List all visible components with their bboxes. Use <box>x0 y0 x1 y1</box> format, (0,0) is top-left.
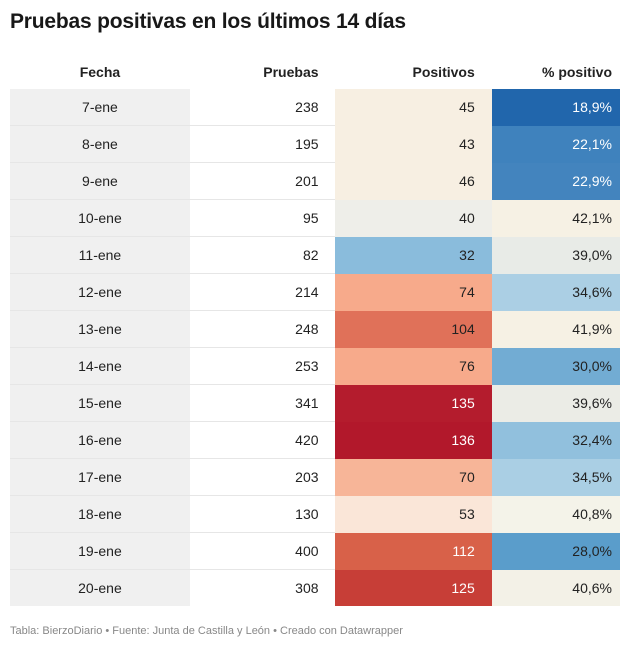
cell-porcentaje: 32,4% <box>491 421 620 459</box>
table-row: 8-ene 195 43 22,1% <box>10 125 620 163</box>
cell-porcentaje: 39,0% <box>491 236 620 274</box>
table-row: 12-ene 214 74 34,6% <box>10 273 620 311</box>
cell-fecha: 9-ene <box>10 162 190 200</box>
cell-porcentaje: 18,9% <box>491 89 620 126</box>
column-header-porcentaje[interactable]: % positivo <box>541 63 612 80</box>
column-header-pruebas[interactable]: Pruebas <box>263 63 319 80</box>
cell-positivos: 135 <box>334 384 492 422</box>
cell-pruebas: 214 <box>189 273 335 311</box>
table-row: 20-ene 308 125 40,6% <box>10 569 620 606</box>
cell-positivos: 104 <box>334 310 492 348</box>
cell-pruebas: 238 <box>189 89 335 126</box>
cell-pruebas: 400 <box>189 532 335 570</box>
table-row: 17-ene 203 70 34,5% <box>10 458 620 496</box>
table-row: 19-ene 400 112 28,0% <box>10 532 620 570</box>
cell-positivos: 32 <box>334 236 492 274</box>
table-title: Pruebas positivas en los últimos 14 días <box>10 10 406 33</box>
cell-fecha: 8-ene <box>10 125 190 163</box>
cell-porcentaje: 34,5% <box>491 458 620 496</box>
data-table: Fecha Pruebas Positivos % positivo 7-ene… <box>10 54 620 606</box>
cell-positivos: 112 <box>334 532 492 570</box>
cell-positivos: 136 <box>334 421 492 459</box>
cell-fecha: 14-ene <box>10 347 190 385</box>
cell-pruebas: 195 <box>189 125 335 163</box>
cell-porcentaje: 22,9% <box>491 162 620 200</box>
cell-porcentaje: 40,6% <box>491 569 620 606</box>
table-row: 14-ene 253 76 30,0% <box>10 347 620 385</box>
table-row: 15-ene 341 135 39,6% <box>10 384 620 422</box>
cell-positivos: 43 <box>334 125 492 163</box>
cell-positivos: 40 <box>334 199 492 237</box>
cell-porcentaje: 40,8% <box>491 495 620 533</box>
cell-pruebas: 253 <box>189 347 335 385</box>
cell-fecha: 10-ene <box>10 199 190 237</box>
source-footer: Tabla: BierzoDiario • Fuente: Junta de C… <box>10 625 403 637</box>
cell-porcentaje: 34,6% <box>491 273 620 311</box>
table-row: 16-ene 420 136 32,4% <box>10 421 620 459</box>
cell-porcentaje: 22,1% <box>491 125 620 163</box>
table-row: 7-ene 238 45 18,9% <box>10 89 620 126</box>
cell-positivos: 45 <box>334 89 492 126</box>
cell-fecha: 17-ene <box>10 458 190 496</box>
cell-fecha: 19-ene <box>10 532 190 570</box>
cell-pruebas: 95 <box>189 199 335 237</box>
cell-porcentaje: 28,0% <box>491 532 620 570</box>
table-body: 7-ene 238 45 18,9% 8-ene 195 43 22,1% 9-ene 201 46… <box>10 89 620 606</box>
cell-positivos: 125 <box>334 569 492 606</box>
cell-positivos: 53 <box>334 495 492 533</box>
cell-positivos: 70 <box>334 458 492 496</box>
table-row: 9-ene 201 46 22,9% <box>10 162 620 200</box>
cell-pruebas: 203 <box>189 458 335 496</box>
cell-positivos: 46 <box>334 162 492 200</box>
cell-fecha: 20-ene <box>10 569 190 606</box>
cell-fecha: 15-ene <box>10 384 190 422</box>
cell-pruebas: 420 <box>189 421 335 459</box>
cell-porcentaje: 42,1% <box>491 199 620 237</box>
cell-porcentaje: 39,6% <box>491 384 620 422</box>
cell-pruebas: 201 <box>189 162 335 200</box>
column-header-positivos[interactable]: Positivos <box>412 63 475 80</box>
cell-porcentaje: 30,0% <box>491 347 620 385</box>
cell-pruebas: 248 <box>189 310 335 348</box>
table-row: 18-ene 130 53 40,8% <box>10 495 620 533</box>
table-row: 11-ene 82 32 39,0% <box>10 236 620 274</box>
cell-fecha: 18-ene <box>10 495 190 533</box>
table-row: 10-ene 95 40 42,1% <box>10 199 620 237</box>
cell-porcentaje: 41,9% <box>491 310 620 348</box>
cell-fecha: 11-ene <box>10 236 190 274</box>
table-row: 13-ene 248 104 41,9% <box>10 310 620 348</box>
cell-positivos: 74 <box>334 273 492 311</box>
column-header-fecha[interactable]: Fecha <box>79 63 121 80</box>
header-row: Fecha Pruebas Positivos % positivo <box>10 54 620 89</box>
cell-pruebas: 308 <box>295 580 319 596</box>
cell-pruebas: 341 <box>189 384 335 422</box>
cell-fecha: 7-ene <box>10 89 190 126</box>
cell-fecha: 12-ene <box>10 273 190 311</box>
cell-fecha: 16-ene <box>10 421 190 459</box>
cell-fecha: 13-ene <box>10 310 190 348</box>
cell-pruebas: 130 <box>189 495 335 533</box>
cell-pruebas: 82 <box>189 236 335 274</box>
cell-positivos: 76 <box>334 347 492 385</box>
